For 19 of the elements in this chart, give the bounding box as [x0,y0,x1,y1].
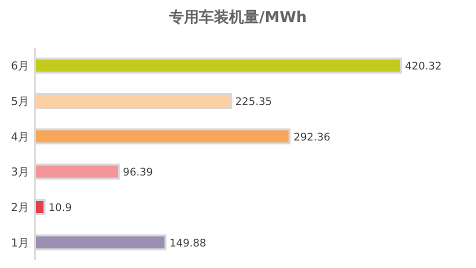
bar [34,93,232,109]
bar [34,199,46,215]
bar [34,58,402,74]
data-label: 10.9 [48,202,72,214]
y-tick-label: 4月 [11,130,29,144]
y-tick-label: 6月 [11,60,29,73]
y-tick-label: 3月 [11,166,29,179]
bar [34,128,291,144]
bar [34,164,120,180]
data-label: 149.88 [170,237,206,250]
data-label: 420.32 [405,60,442,73]
chart-title: 专用车装机量/MWh [168,8,307,26]
y-tick-label: 1月 [11,236,29,250]
data-label: 96.39 [122,166,153,179]
y-tick-label: 2月 [11,201,29,214]
bar [34,234,167,250]
data-label: 225.35 [235,96,272,108]
data-label: 292.36 [294,131,331,144]
y-tick-label: 5月 [11,95,29,108]
